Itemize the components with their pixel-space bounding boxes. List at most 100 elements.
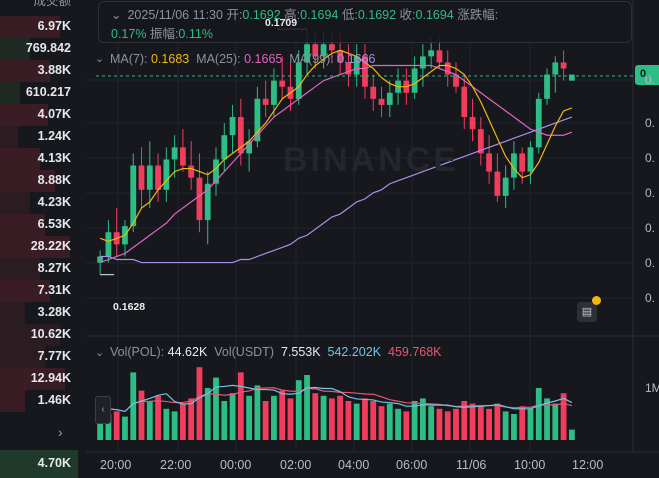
candle-body [560,62,567,69]
price-axis-label: 0. [645,186,656,200]
watermark: BINANCE [283,141,459,179]
candle-body [204,183,211,221]
volume-row-value: 1.24K [37,129,71,143]
high-value: 0.1694 [300,8,339,22]
vol-pol-value: 44.62K [167,345,208,359]
volume-row-value: 10.62K [30,327,71,341]
ma7-value: 0.1683 [150,52,190,66]
candle-body [320,44,327,57]
candle-body [519,153,526,172]
volume-bar [229,393,236,440]
time-axis-label: 22:00 [160,458,192,472]
high-label: 高: [284,8,301,22]
ma-collapse-icon[interactable]: ⌄ [95,53,105,65]
volume-bar [337,395,344,440]
time-axis-label: 12:00 [572,458,604,472]
volume-row-bar [0,214,45,236]
candle-body [486,153,492,172]
candle-body [477,129,484,154]
candle-body [568,74,575,81]
candle-body [254,98,261,142]
volume-row-value: 3.88K [37,63,71,77]
volume-legend: Vol(POL): 44.62K Vol(USDT) 7.553K 542.20… [110,345,442,359]
ma25-label: MA(25): [196,52,241,66]
volume-row: 10.62K [0,324,78,346]
candle-body [337,50,344,63]
volume-row-bar [0,390,25,412]
volume-bar [420,398,426,440]
volume-bar [196,367,203,440]
candle-body [428,50,435,57]
price-axis-label: 0. [645,151,656,165]
volume-bar [378,406,385,440]
vol-ma1-value: 542.202K [327,345,382,359]
ohlc-info-box: ⌄ 2025/11/06 11:30 开:0.1692 高:0.1694 低:0.… [98,1,632,43]
volume-row-bar [0,60,50,82]
expand-chevron-icon[interactable]: › [58,424,63,440]
volume-axis-label: 1M [645,381,659,395]
ma7-label: MA(7): [110,52,148,66]
volume-bar [477,406,484,440]
close-value: 0.1694 [415,8,454,22]
note-icon[interactable]: ▤ [577,302,597,322]
candle-body [97,256,104,263]
candle-body [312,44,319,57]
candle-body [420,56,426,69]
volume-bar [113,411,120,440]
candle-body [271,80,277,105]
volume-row-value: 4.13K [37,151,71,165]
volume-bar [122,416,128,440]
volume-bar [552,403,559,440]
time-axis-label: 04:00 [338,458,370,472]
volume-collapse-icon[interactable]: ⌄ [95,347,105,359]
volume-row-bar [0,368,65,390]
volume-row-value: 8.88K [37,173,71,187]
price-axis-label: 0. [645,116,656,130]
volume-row: 610.217 [0,82,78,104]
close-label: 收: [399,8,416,22]
scroll-left-handle[interactable]: ‹ [95,396,111,424]
left-bottom-row: 4.70K [0,450,78,478]
volume-bar [461,401,468,440]
volume-row-value: 1.46K [37,393,71,407]
ma25-value: 0.1665 [244,52,283,66]
volume-row-value: 769.842 [25,41,71,55]
vol-ma2-value: 459.768K [388,345,442,359]
volume-bar [180,403,186,440]
ma7-line [99,49,573,242]
candle-body [196,177,203,221]
volume-bar [171,411,178,440]
candle-body [304,44,310,63]
candle-body [502,177,509,196]
volume-bar [105,414,112,440]
time-axis-label: 11/06 [456,458,487,472]
volume-bar [188,398,195,440]
candle-body [130,165,137,227]
price-axis-label: 0. [645,221,656,235]
candle-body [180,147,186,166]
volume-row-value: 4.23K [37,195,71,209]
volume-row-value: 4.07K [37,107,71,121]
collapse-chevron-icon[interactable]: ⌄ [111,8,122,22]
candle-body [138,165,145,190]
candle-body [221,135,228,160]
volume-bar [535,388,542,440]
volume-bar [527,408,534,440]
candle-body [411,68,418,93]
volume-row-bar [0,16,60,38]
amplitude-value: 0.11% [178,27,213,41]
volume-row-bar [0,38,30,60]
current-price-tag: 0. [635,65,659,85]
volume-row-value: 28.22K [30,239,71,253]
volume-row-bar [0,258,40,280]
candle-body [461,86,468,118]
volume-bar [568,429,575,440]
volume-bar [221,401,228,440]
volume-bar [370,401,377,440]
change-value: 0.17% [111,27,147,41]
volume-bar [237,372,244,440]
time-axis-label: 20:00 [100,458,132,472]
volume-row-value: 12.94K [30,371,71,385]
volume-bar [362,398,368,440]
